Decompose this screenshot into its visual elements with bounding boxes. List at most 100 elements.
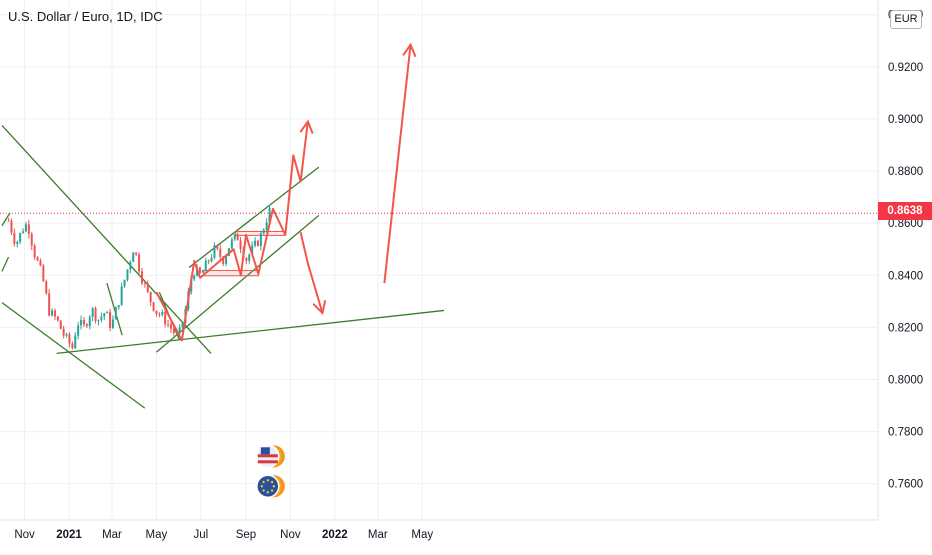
candle-body xyxy=(193,275,196,280)
y-tick-label: 0.8600 xyxy=(888,218,923,230)
candle-body xyxy=(97,319,100,321)
candle-body xyxy=(7,220,10,222)
candle-body xyxy=(22,231,25,233)
flag-canton xyxy=(260,447,270,455)
candle-body xyxy=(120,286,123,306)
trendline xyxy=(1,125,212,354)
candle-body xyxy=(175,332,178,334)
candle-body xyxy=(230,239,233,249)
candle-body xyxy=(152,302,155,311)
candle-body xyxy=(149,291,152,303)
candle-body xyxy=(248,254,251,261)
candle-body xyxy=(233,234,236,240)
candle-body xyxy=(19,232,22,242)
trendline xyxy=(106,282,123,336)
candle-body xyxy=(143,283,146,285)
trendline xyxy=(188,166,320,268)
candle-body xyxy=(27,224,30,234)
candle-body xyxy=(155,310,158,314)
zone-box xyxy=(203,270,259,277)
candle-body xyxy=(13,232,16,244)
candle-body xyxy=(256,240,259,246)
candle-body xyxy=(146,283,149,292)
candle-body xyxy=(172,328,175,333)
candle-body xyxy=(68,334,71,344)
projection-arrowhead-2 xyxy=(312,300,327,316)
projection-arrow-3 xyxy=(383,44,412,284)
candle-body xyxy=(109,312,112,328)
flag-star xyxy=(266,491,270,494)
candle-body xyxy=(158,313,161,315)
x-tick-label: Nov xyxy=(280,529,301,541)
y-tick-label: 0.8200 xyxy=(888,322,923,334)
candle-body xyxy=(33,245,36,258)
projection-arrowhead-3 xyxy=(402,42,417,58)
x-tick-label: 2021 xyxy=(56,529,82,541)
candle-body xyxy=(167,324,170,326)
candle-body xyxy=(140,271,143,284)
last-price-label: 0.8638 xyxy=(878,202,932,220)
flag-star xyxy=(270,480,274,484)
trendline xyxy=(1,256,10,272)
candle-body xyxy=(103,313,106,317)
trendline xyxy=(1,212,11,227)
flag-star xyxy=(270,489,274,492)
flag-star xyxy=(262,489,265,492)
x-tick-label: Nov xyxy=(14,529,35,541)
projection-arrowhead-1 xyxy=(299,119,314,134)
candle-body xyxy=(135,252,138,255)
candle-body xyxy=(216,245,219,249)
candle-body xyxy=(82,319,85,325)
candle-body xyxy=(126,269,129,280)
x-tick-label: 2022 xyxy=(322,529,348,541)
y-tick-label: 0.8400 xyxy=(888,270,923,282)
candle-body xyxy=(36,257,39,261)
trendline xyxy=(1,302,146,409)
projection-arrow-1 xyxy=(155,121,309,342)
candle-body xyxy=(236,234,239,241)
candle-body xyxy=(265,222,268,230)
candle-body xyxy=(245,257,248,261)
candle-body xyxy=(111,319,114,328)
y-tick-label: 0.7600 xyxy=(888,479,923,491)
candle-body xyxy=(201,270,204,273)
candle-body xyxy=(48,293,51,316)
candle-body xyxy=(251,245,254,255)
candle-body xyxy=(10,220,13,233)
candle-body xyxy=(39,260,42,266)
candle-body xyxy=(106,312,109,314)
candle-body xyxy=(129,261,132,270)
candle-body xyxy=(62,328,65,336)
projection-arrow-2 xyxy=(299,232,324,314)
candle-body xyxy=(161,311,164,315)
candle-body xyxy=(30,233,33,246)
time-axis-bg xyxy=(0,520,932,550)
candle-body xyxy=(138,254,141,272)
candle-body xyxy=(123,279,126,287)
candle-body xyxy=(16,241,19,244)
candle-body xyxy=(207,260,210,262)
candle-body xyxy=(65,334,68,336)
x-tick-label: May xyxy=(411,529,433,541)
candle-body xyxy=(59,320,62,329)
candle-body xyxy=(219,248,222,257)
x-tick-label: Sep xyxy=(236,529,256,541)
y-tick-label: 0.8000 xyxy=(888,374,923,386)
y-tick-label: 0.7800 xyxy=(888,427,923,439)
currency-button[interactable]: EUR xyxy=(890,10,922,29)
candle-body xyxy=(254,240,257,246)
candle-body xyxy=(74,335,77,349)
candle-body xyxy=(164,311,167,325)
trendline xyxy=(56,309,445,355)
candle-body xyxy=(198,267,201,273)
x-tick-label: Jul xyxy=(193,529,208,541)
candle-body xyxy=(53,310,56,317)
candle-body xyxy=(114,307,117,320)
candle-body xyxy=(259,233,262,246)
candle-body xyxy=(268,207,271,223)
candle-body xyxy=(132,252,135,262)
x-tick-label: Mar xyxy=(102,529,122,541)
candle-body xyxy=(88,316,91,327)
